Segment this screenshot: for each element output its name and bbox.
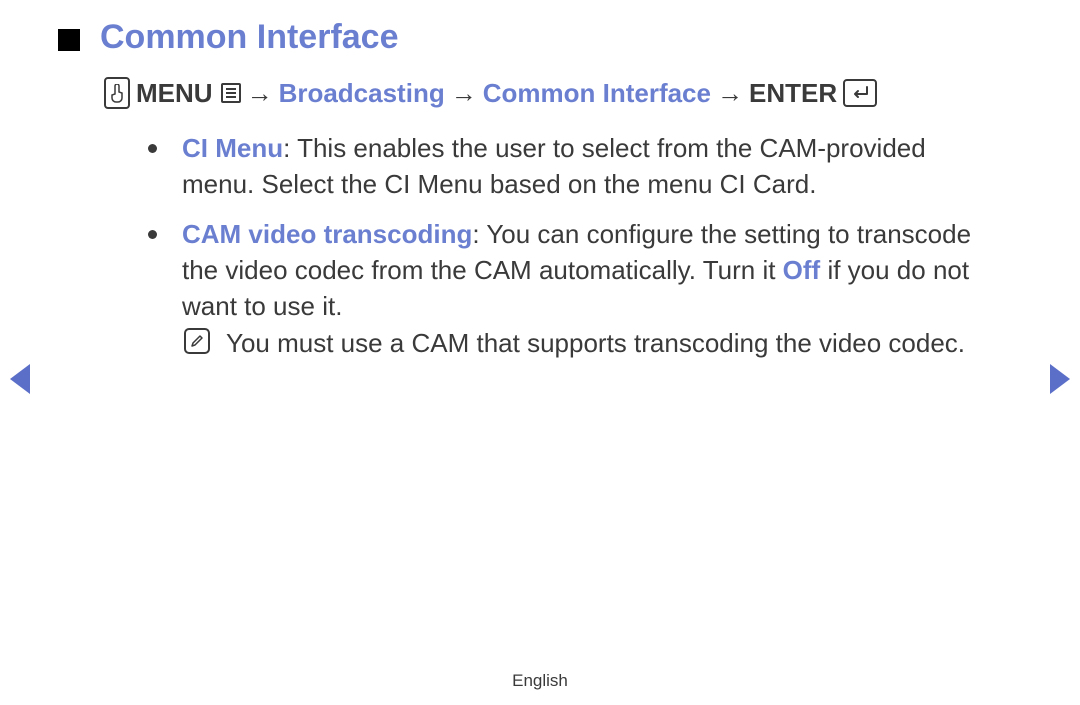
footer-language: English	[0, 671, 1080, 691]
list-item: CAM video transcoding: You can configure…	[138, 217, 982, 363]
note-pencil-icon	[184, 328, 210, 354]
breadcrumb: MENU → Broadcasting → Common Interface →…	[104, 77, 1022, 109]
manual-page: Common Interface MENU → Broadcasting → C…	[0, 0, 1080, 705]
breadcrumb-step-common-interface: Common Interface	[483, 78, 711, 109]
menu-grid-icon	[221, 83, 241, 103]
enter-key-icon	[843, 79, 877, 107]
ci-menu-text: : This enables the user to select from t…	[182, 133, 926, 199]
menu-label: MENU	[136, 78, 213, 109]
off-word: Off	[783, 255, 821, 285]
title-row: Common Interface	[58, 18, 1022, 57]
content-body: CI Menu: This enables the user to select…	[138, 131, 982, 362]
chevron-left-icon	[10, 364, 30, 394]
term-ci-menu: CI Menu	[182, 133, 283, 163]
breadcrumb-step-broadcasting: Broadcasting	[279, 78, 445, 109]
next-page-button[interactable]	[1046, 362, 1074, 401]
remote-hand-icon	[104, 77, 130, 109]
enter-label: ENTER	[749, 78, 837, 109]
section-marker-icon	[58, 29, 80, 51]
prev-page-button[interactable]	[6, 362, 34, 401]
page-title: Common Interface	[100, 18, 399, 57]
term-cam-transcoding: CAM video transcoding	[182, 219, 472, 249]
arrow-1: →	[247, 78, 273, 109]
note-text: You must use a CAM that supports transco…	[226, 328, 965, 358]
chevron-right-icon	[1050, 364, 1070, 394]
list-item: CI Menu: This enables the user to select…	[138, 131, 982, 203]
arrow-3: →	[717, 78, 743, 109]
arrow-2: →	[451, 78, 477, 109]
note-row: You must use a CAM that supports transco…	[182, 326, 982, 362]
